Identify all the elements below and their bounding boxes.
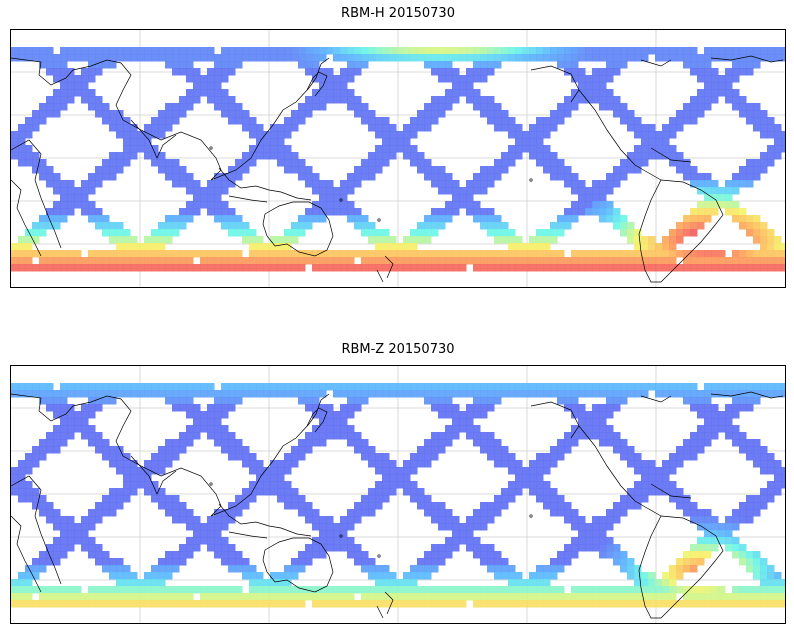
- world-map: [11, 30, 785, 287]
- map-frame[interactable]: [10, 365, 786, 624]
- coastlines: [11, 55, 784, 283]
- coastlines: [11, 391, 784, 619]
- swath-cells: [11, 383, 785, 608]
- world-map: [11, 366, 785, 623]
- map-frame[interactable]: [10, 29, 786, 288]
- panel-title: RBM-Z 20150730: [341, 342, 455, 357]
- swath-cells: [11, 47, 785, 272]
- panel-title: RBM-H 20150730: [341, 6, 455, 21]
